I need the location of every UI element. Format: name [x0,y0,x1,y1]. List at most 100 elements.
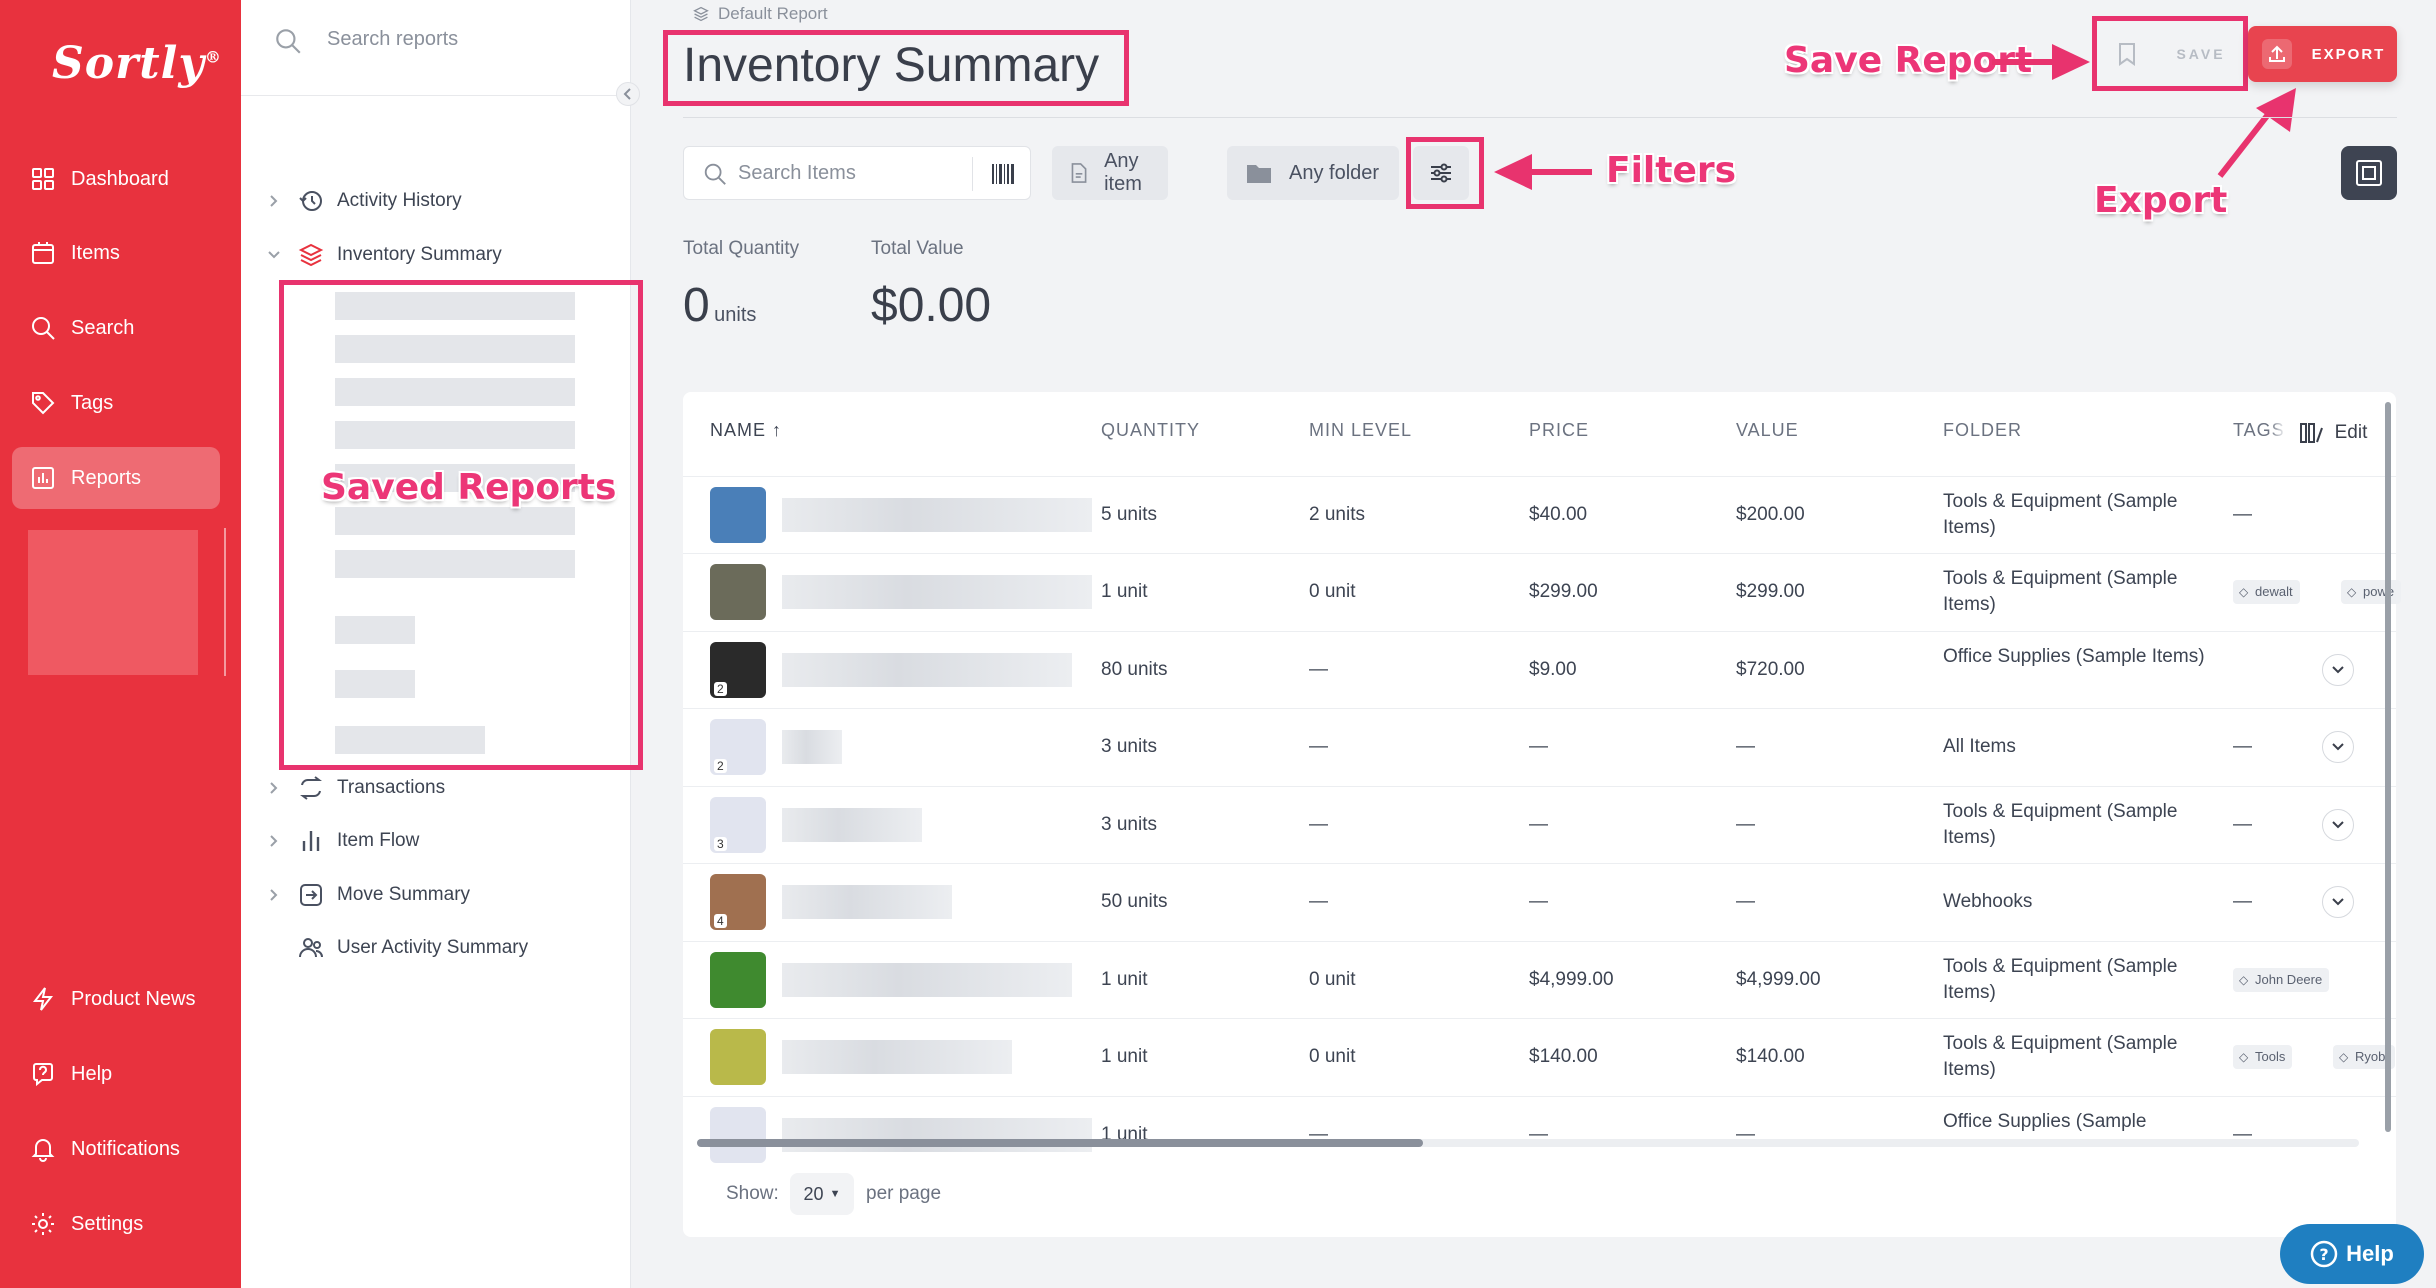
cell-price: — [1529,814,1548,835]
cell-folder: All Items [1943,736,2016,757]
item-name-redacted[interactable] [782,885,952,919]
cell-value: — [1736,891,1755,912]
cell-min: 2 units [1309,504,1365,525]
barcode-icon[interactable] [990,161,1016,187]
table-row[interactable] [683,631,2396,709]
item-name-redacted[interactable] [782,963,1072,997]
column-tags[interactable]: TAGS [2233,420,2285,440]
item-thumbnail[interactable] [710,564,766,620]
nav-item-product-news[interactable]: Product News [12,968,220,1030]
export-button[interactable]: EXPORT [2248,26,2397,82]
item-thumbnail[interactable] [710,952,766,1008]
cell-folder: Tools & Equipment (Sample Items) [1943,568,2178,615]
column-quantity[interactable]: QUANTITY [1101,420,1201,440]
nav-item-items[interactable]: Items [12,222,220,284]
table-row[interactable] [683,941,2396,1019]
cell-price: $299.00 [1529,581,1598,602]
reports-search[interactable]: Search reports [241,0,631,96]
nav-item-help[interactable]: Help [12,1043,220,1105]
item-thumbnail[interactable] [710,1107,766,1163]
column-folder[interactable]: FOLDER [1943,420,2023,440]
tag-chip[interactable]: ◇ Ryobi [2333,1045,2396,1069]
horizontal-scrollbar[interactable] [697,1139,2359,1147]
cell-min: — [1309,814,1328,835]
column-value[interactable]: VALUE [1736,420,1799,440]
column-name[interactable]: NAME ↑ [710,420,783,440]
tag-icon: ◇ [2239,973,2249,987]
item-name-redacted[interactable] [782,498,1092,532]
items-icon [32,242,54,264]
cell-value: $4,999.00 [1736,969,1821,990]
cell-quantity: 1 unit [1101,969,1148,990]
report-activity-history[interactable]: Activity History [265,181,462,221]
report-label: Move Summary [337,884,471,905]
report-transactions[interactable]: Transactions [265,768,445,808]
fullscreen-button[interactable] [2341,146,2397,200]
bookmark-icon [2119,43,2136,66]
gear-icon [32,1213,54,1235]
report-item-flow[interactable]: Item Flow [265,821,419,861]
column-price[interactable]: PRICE [1529,420,1590,440]
expand-row-button[interactable] [2322,886,2354,918]
item-thumbnail[interactable]: 4 [710,874,766,930]
cell-folder: Tools & Equipment (Sample Items) [1943,1033,2178,1080]
breadcrumb[interactable]: Default Report [692,4,828,24]
nav-item-tags[interactable]: Tags [12,372,220,434]
expand-row-button[interactable] [2322,654,2354,686]
dashboard-icon [32,168,54,190]
tag-icon: ◇ [2339,1050,2349,1064]
export-label: EXPORT [2311,45,2386,63]
report-label: User Activity Summary [337,937,529,958]
save-button[interactable]: SAVE [2104,26,2236,82]
saved-reports-annotation: Saved Reports [321,467,617,508]
table-row[interactable] [683,863,2396,941]
variant-count-badge: 2 [714,682,727,696]
item-search-input[interactable]: Search Items [683,146,1031,200]
table-row[interactable] [683,1018,2396,1096]
any-folder-label: Any folder [1289,161,1380,184]
report-user-activity-summary[interactable]: User Activity Summary [265,928,528,968]
table-row[interactable] [683,553,2396,631]
collapse-panel-button[interactable] [616,82,640,106]
table-row[interactable] [683,708,2396,786]
help-button[interactable]: ? Help [2280,1224,2424,1284]
tag-chip[interactable]: ◇ John Deere [2233,968,2330,992]
tag-chip[interactable]: ◇ Tools [2233,1045,2293,1069]
item-name-redacted[interactable] [782,653,1072,687]
page-size-select[interactable]: 20 ▼ [790,1173,854,1215]
any-folder-filter[interactable]: Any folder [1227,146,1399,200]
report-move-summary[interactable]: Move Summary [265,875,470,915]
nav-item-search[interactable]: Search [12,297,220,359]
item-thumbnail[interactable]: 3 [710,797,766,853]
expand-row-button[interactable] [2322,731,2354,763]
reports-search-placeholder: Search reports [327,28,459,50]
any-item-filter[interactable]: Any item [1052,146,1168,200]
item-name-redacted[interactable] [782,730,842,764]
sortly-logo[interactable]: Sortly® [52,38,222,89]
report-inventory-summary[interactable]: Inventory Summary [265,235,502,275]
nav-item-settings[interactable]: Settings [12,1193,220,1255]
item-thumbnail[interactable]: 2 [710,719,766,775]
item-thumbnail[interactable] [710,1029,766,1085]
tag-chip[interactable]: ◇ powe [2341,580,2402,604]
filters-button[interactable] [1413,146,1469,200]
item-name-redacted[interactable] [782,808,922,842]
item-thumbnail[interactable]: 2 [710,642,766,698]
column-min-level[interactable]: MIN LEVEL [1309,420,1413,440]
item-thumbnail[interactable] [710,487,766,543]
nav-item-dashboard[interactable]: Dashboard [12,148,220,210]
item-name-redacted[interactable] [782,1040,1012,1074]
table-row[interactable] [683,476,2396,554]
tag-chip[interactable]: ◇ dewalt [2233,580,2300,604]
table-row[interactable] [683,1096,2396,1136]
table-row[interactable] [683,786,2396,864]
nav-item-reports[interactable]: Reports [12,447,220,509]
nav-scrollbar[interactable] [224,528,226,676]
nav-item-notifications[interactable]: Notifications [12,1118,220,1180]
edit-columns-button[interactable]: Edit [2283,410,2383,456]
search-icon [276,29,301,54]
expand-row-button[interactable] [2322,809,2354,841]
variant-count-badge: 3 [714,837,727,851]
vertical-scrollbar[interactable] [2385,402,2391,1132]
item-name-redacted[interactable] [782,575,1092,609]
